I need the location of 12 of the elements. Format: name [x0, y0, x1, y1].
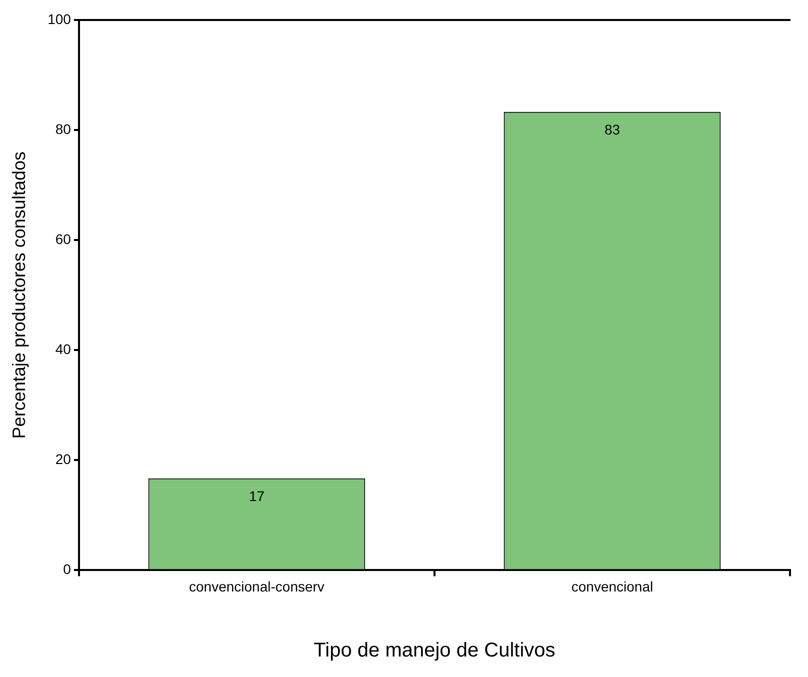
x-tick-label: convencional-conserv	[189, 578, 324, 594]
y-tick-label: 80	[55, 120, 72, 137]
y-axis-title: Percentaje productores consultados	[8, 152, 29, 439]
x-tick-label: convencional	[571, 578, 654, 594]
x-axis-title: Tipo de manejo de Cultivos	[314, 640, 556, 662]
y-tick-label: 100	[48, 10, 72, 27]
data-label: 83	[604, 122, 620, 138]
data-label: 17	[248, 488, 265, 504]
y-tick-label: 40	[55, 340, 72, 357]
y-tick-label: 20	[55, 451, 72, 468]
y-tick-label: 60	[55, 230, 72, 247]
y-tick-label: 0	[63, 561, 72, 578]
